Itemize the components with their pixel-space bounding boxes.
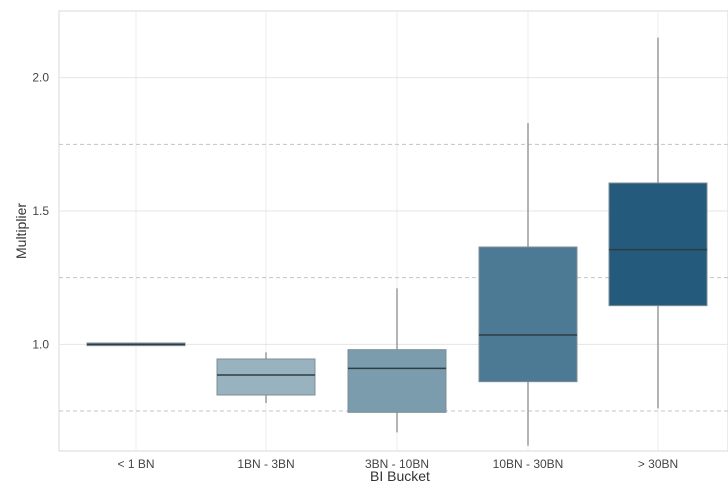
x-tick-label: < 1 BN: [117, 457, 154, 471]
box-1: [216, 352, 316, 403]
x-tick-label: 3BN - 10BN: [365, 457, 429, 471]
box-body: [347, 349, 447, 413]
x-tick-label: 1BN - 3BN: [237, 457, 294, 471]
y-tick-label: 1.0: [32, 337, 49, 351]
x-tick-label: 10BN - 30BN: [493, 457, 564, 471]
box-2: [347, 288, 447, 433]
x-axis-title: BI Bucket: [370, 468, 430, 484]
axis-layer: 1.0 1.5 2.0 < 1 BN 1BN - 3BN 3BN - 10BN 10BN -…: [32, 71, 678, 471]
box-4: [608, 37, 708, 409]
box-body: [216, 358, 316, 396]
y-tick-label: 1.5: [32, 204, 49, 218]
x-tick-label: > 30BN: [638, 457, 678, 471]
y-axis-title: Multiplier: [13, 203, 29, 259]
box-3: [478, 123, 578, 446]
box-body: [478, 246, 578, 383]
y-tick-label: 2.0: [32, 71, 49, 85]
box-body: [608, 182, 708, 307]
box-0: [86, 342, 186, 347]
box-layer: [86, 37, 708, 446]
